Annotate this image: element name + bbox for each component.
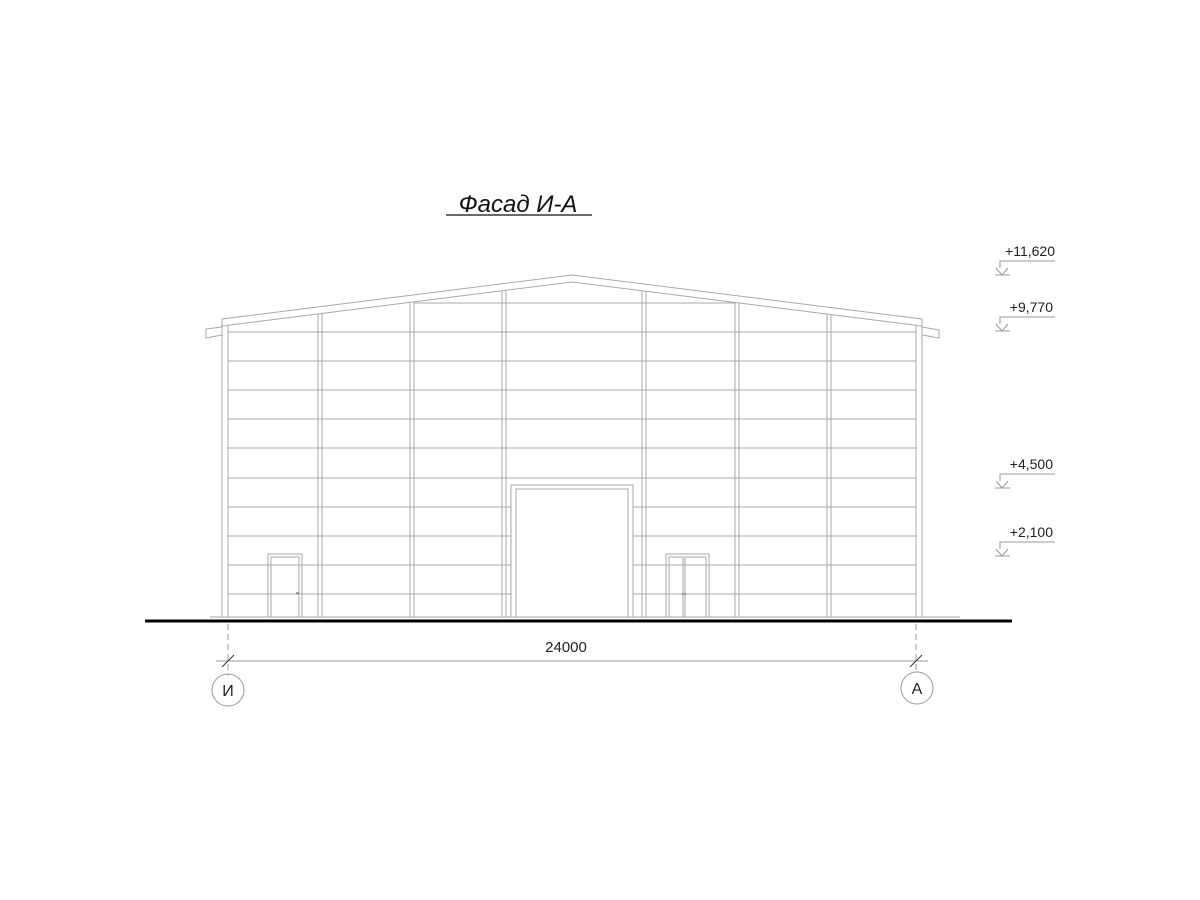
right-door-frame: [665, 553, 710, 618]
building-facade: [205, 274, 960, 618]
elevation-marks: +11,620 +9,770 +4,500 +2,100: [995, 243, 1055, 557]
elevation-mark: +11,620: [995, 243, 1055, 276]
wall-rails: [228, 302, 916, 595]
left-door-frame: [267, 553, 303, 618]
elevation-mark: +4,500: [995, 456, 1055, 489]
dimension-24000: 24000: [216, 624, 928, 676]
drawing-title: Фасад И-А: [459, 191, 578, 218]
left-overhang: [205, 326, 223, 339]
roof-outer: [221, 274, 923, 320]
dimension-tick: [909, 654, 923, 668]
level-marker-icon: [995, 480, 1009, 489]
elevation-mark: +2,100: [995, 524, 1055, 557]
elevation-label: +9,770: [1010, 299, 1053, 315]
level-marker-icon: [995, 323, 1009, 332]
elevation-mark: +9,770: [995, 299, 1055, 332]
right-overhang: [921, 326, 940, 339]
gate-frame: [510, 484, 634, 618]
roof-inner: [221, 281, 923, 327]
dimension-tick: [221, 654, 235, 668]
elevation-label: +2,100: [1010, 524, 1053, 540]
elevation-label: +11,620: [1005, 243, 1055, 259]
dimension-text: 24000: [545, 639, 587, 656]
gate-leaf: [515, 488, 629, 618]
axis-bubble-a: [900, 671, 934, 705]
elevation-label: +4,500: [1010, 456, 1053, 472]
axis-label-a: А: [912, 681, 923, 698]
axis-bubble-i: [211, 673, 245, 707]
level-marker-icon: [995, 548, 1009, 557]
columns: [317, 290, 832, 617]
axis-label-i: И: [222, 683, 234, 700]
left-door-leaf: [270, 556, 300, 618]
level-marker-icon: [995, 267, 1009, 276]
